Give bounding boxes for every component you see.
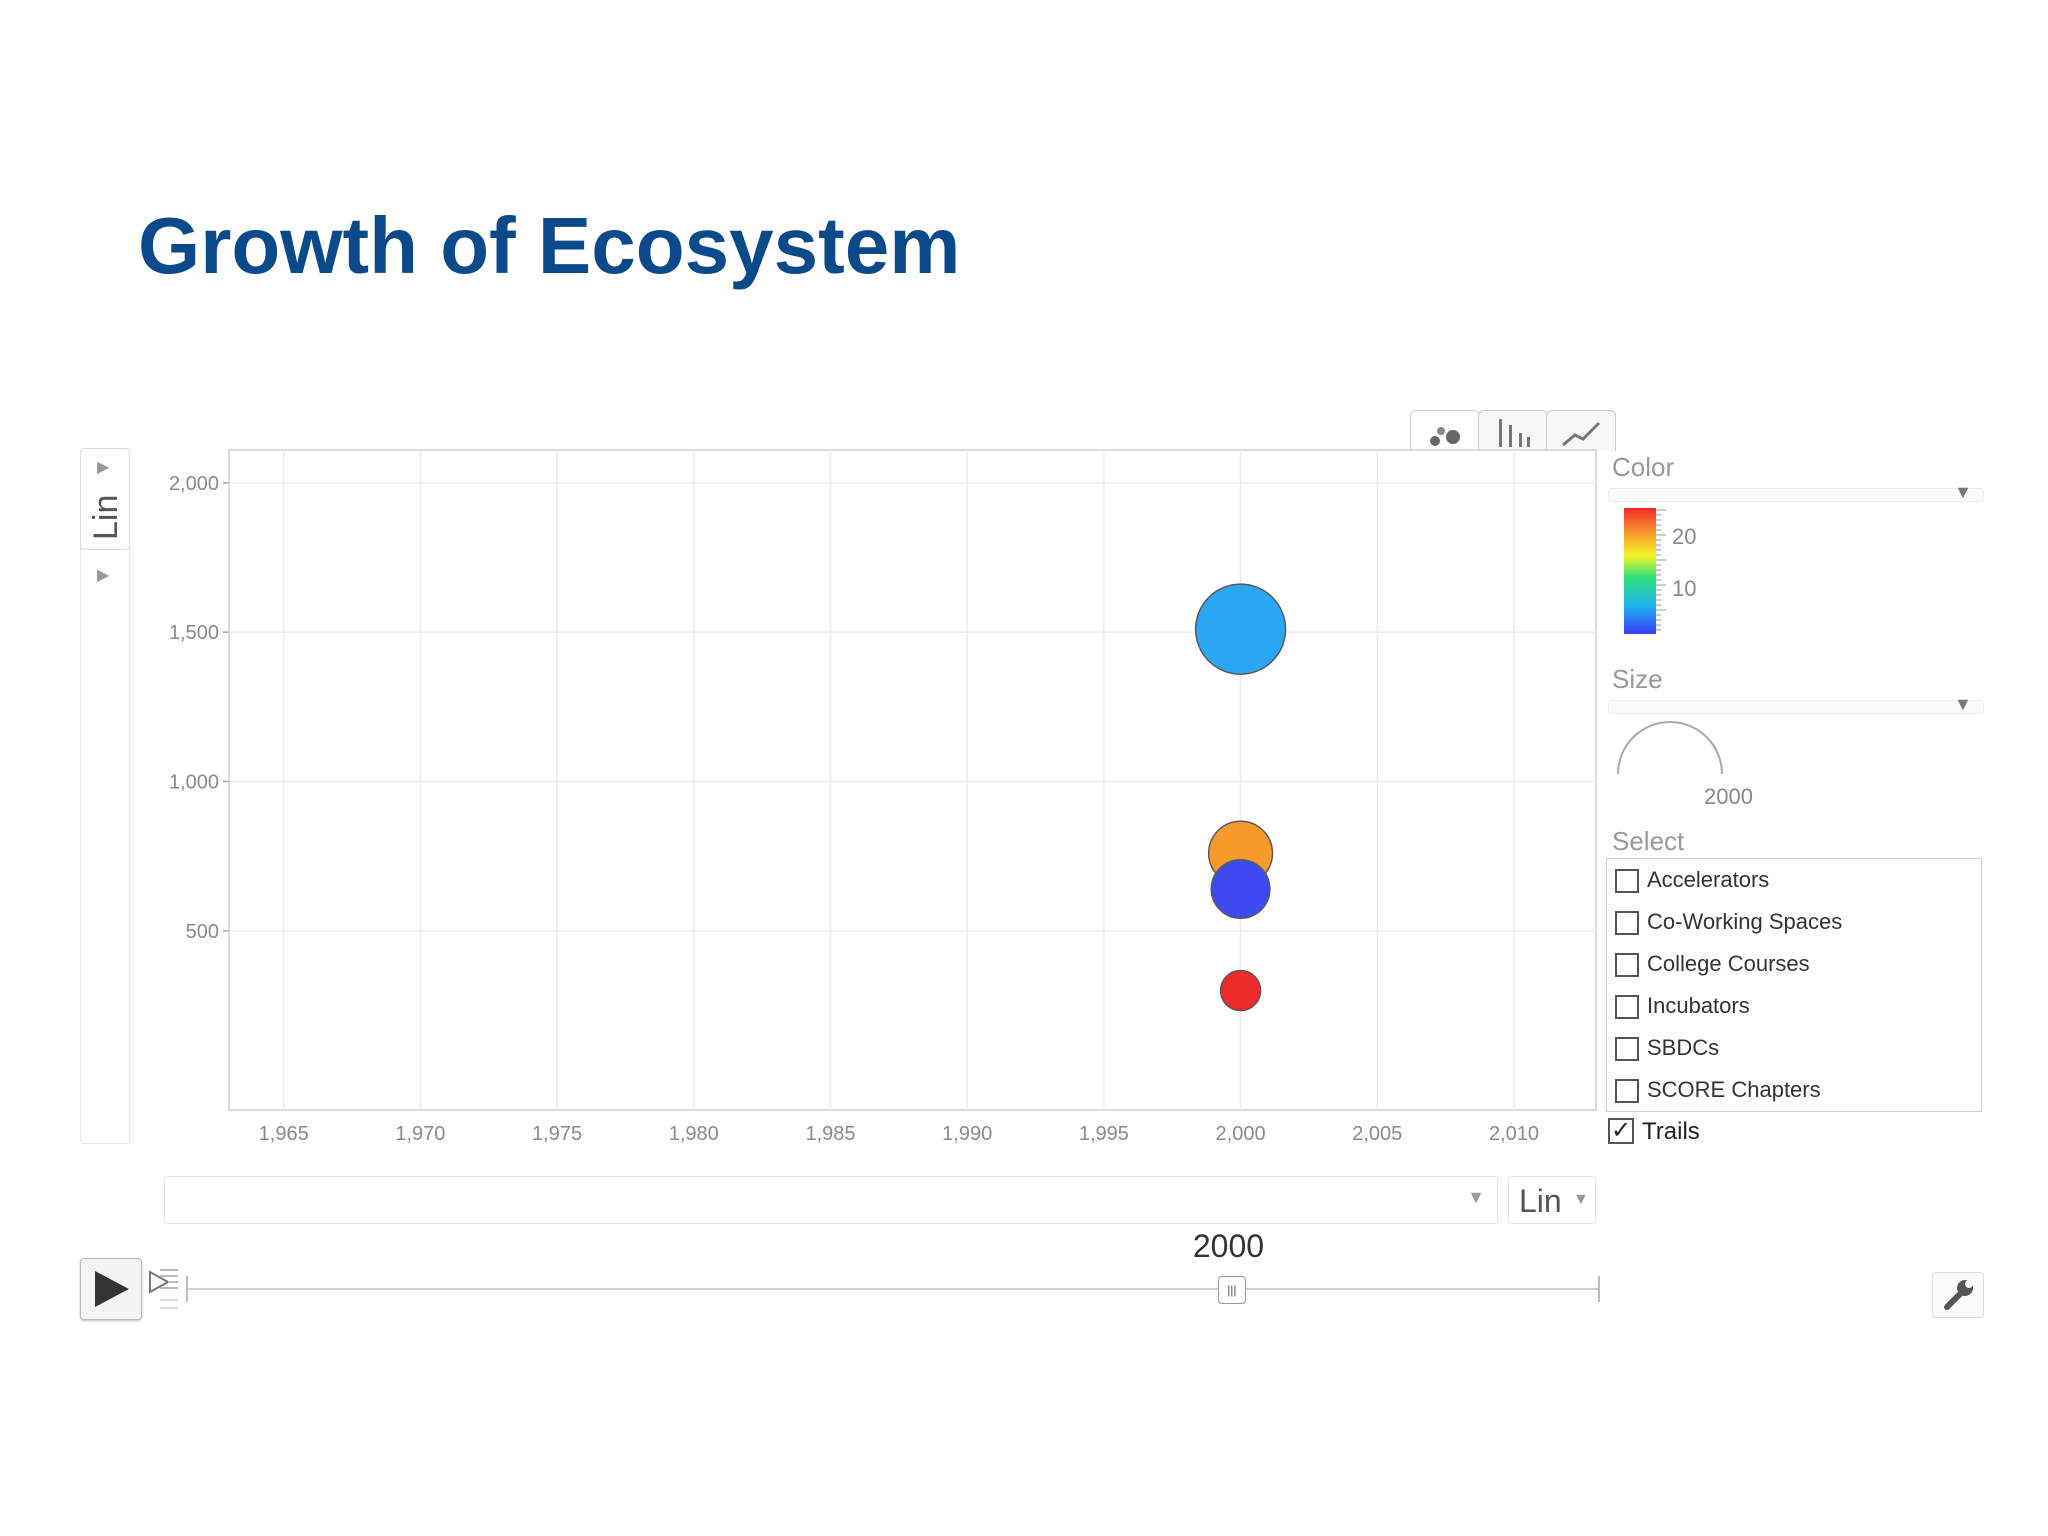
plot-area[interactable] [229, 450, 1596, 1110]
sbdcs-checkbox[interactable] [1615, 1037, 1639, 1061]
select-heading: Select [1612, 826, 1684, 857]
chevron-down-icon: ▼ [1573, 1191, 1589, 1209]
co-working-spaces-checkbox[interactable] [1615, 911, 1639, 935]
trails-label: Trails [1642, 1118, 1700, 1146]
chevron-down-icon[interactable]: ▼ [1954, 694, 1972, 715]
size-heading: Size [1612, 664, 1663, 695]
list-item-label: Incubators [1647, 993, 1750, 1019]
bubble[interactable] [1221, 970, 1261, 1010]
y-axis-selector[interactable]: ▶ [80, 448, 130, 1144]
accelerators-checkbox[interactable] [1615, 869, 1639, 893]
color-legend: 20 10 [1614, 506, 1734, 636]
y-tick-label: 1,500 [169, 622, 219, 644]
color-gradient-bar [1624, 508, 1656, 634]
color-tick-20: 20 [1672, 524, 1696, 549]
size-legend: 2000 [1612, 716, 1812, 816]
play-button[interactable] [80, 1258, 142, 1320]
x-axis-selector[interactable]: ▼ [164, 1176, 1498, 1224]
color-heading: Color [1612, 452, 1674, 483]
timeline-track[interactable] [186, 1288, 1598, 1290]
size-legend-value: 2000 [1704, 784, 1753, 809]
x-tick-label: 2,010 [1489, 1123, 1539, 1145]
x-tick-label: 2,000 [1216, 1123, 1266, 1145]
x-tick-label: 1,990 [942, 1123, 992, 1145]
y-axis-scale-label[interactable]: Lin [86, 500, 126, 540]
list-item-label: Co-Working Spaces [1647, 909, 1842, 935]
bubble-chart: 1,965 1,970 1,975 1,980 1,985 1,990 1,995 2,000… [130, 430, 1610, 1160]
settings-button[interactable] [1932, 1272, 1984, 1318]
x-tick-label: 1,985 [805, 1123, 855, 1145]
y-axis-dropdown-arrow-icon[interactable]: ▶ [97, 565, 109, 585]
page-title: Growth of Ecosystem [138, 200, 960, 292]
timeline-end-marker [1598, 1276, 1600, 1302]
color-legend-ticks [1656, 510, 1666, 630]
size-legend-arc [1618, 722, 1722, 774]
size-selector[interactable] [1608, 700, 1984, 714]
list-item-label: College Courses [1647, 951, 1810, 977]
incubators-checkbox[interactable] [1615, 995, 1639, 1019]
x-tick-label: 1,975 [532, 1123, 582, 1145]
list-item-label: SBDCs [1647, 1035, 1719, 1061]
timeline-start-marker [186, 1276, 188, 1302]
entity-select-list[interactable]: Accelerators Co-Working Spaces College C… [1606, 858, 1982, 1112]
timeline-slider-handle[interactable]: ||| [1218, 1276, 1246, 1304]
x-tick-label: 1,965 [259, 1123, 309, 1145]
wrench-icon [1933, 1273, 1983, 1317]
x-axis-scale-label: Lin [1519, 1183, 1562, 1220]
y-tick-label: 2,000 [169, 473, 219, 495]
chevron-down-icon[interactable]: ▼ [1954, 482, 1972, 503]
play-icon [81, 1259, 141, 1319]
bubble[interactable] [1211, 860, 1270, 919]
y-scale-arrow-icon: ▶ [97, 457, 109, 477]
trails-checkbox[interactable]: ✓ [1608, 1118, 1634, 1144]
y-axis-ticks: 500 1,000 1,500 2,000 [169, 473, 229, 943]
x-tick-label: 1,970 [395, 1123, 445, 1145]
color-selector[interactable] [1608, 488, 1984, 502]
list-item-label: Accelerators [1647, 867, 1769, 893]
x-axis-ticks: 1,965 1,970 1,975 1,980 1,985 1,990 1,995 2,000… [259, 1123, 1539, 1145]
x-tick-label: 2,005 [1352, 1123, 1402, 1145]
x-axis-scale-toggle[interactable]: Lin ▼ [1508, 1176, 1596, 1224]
score-chapters-checkbox[interactable] [1615, 1079, 1639, 1103]
y-tick-label: 1,000 [169, 771, 219, 793]
y-tick-label: 500 [186, 921, 219, 943]
x-tick-label: 1,980 [669, 1123, 719, 1145]
college-courses-checkbox[interactable] [1615, 953, 1639, 977]
step-forward-icon[interactable] [146, 1266, 182, 1321]
bubble[interactable] [1196, 584, 1286, 674]
chevron-down-icon: ▼ [1467, 1187, 1485, 1208]
list-item-label: SCORE Chapters [1647, 1077, 1821, 1103]
color-tick-10: 10 [1672, 576, 1696, 601]
timeline-year-label: 2000 [1193, 1228, 1264, 1265]
x-tick-label: 1,995 [1079, 1123, 1129, 1145]
